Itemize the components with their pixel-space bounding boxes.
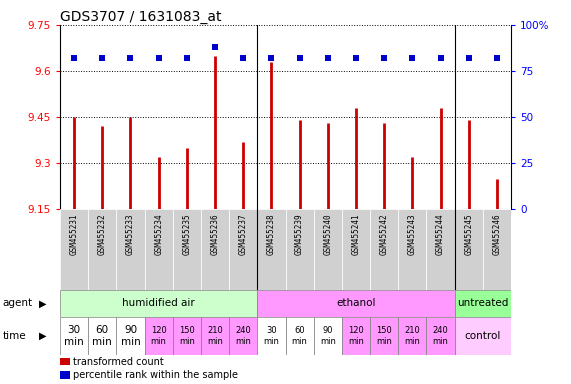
- Bar: [60, 317, 88, 355]
- Text: GSM455243: GSM455243: [408, 214, 417, 255]
- Text: percentile rank within the sample: percentile rank within the sample: [74, 370, 239, 380]
- Text: GDS3707 / 1631083_at: GDS3707 / 1631083_at: [60, 10, 222, 24]
- Bar: [313, 317, 342, 355]
- Text: GSM455240: GSM455240: [323, 214, 332, 255]
- Bar: [286, 209, 313, 290]
- Text: 120
min: 120 min: [348, 326, 364, 346]
- Text: GSM455238: GSM455238: [267, 214, 276, 255]
- Bar: [116, 209, 144, 290]
- Text: 150
min: 150 min: [179, 326, 195, 346]
- Text: GSM455235: GSM455235: [182, 214, 191, 255]
- Text: transformed count: transformed count: [74, 357, 164, 367]
- Text: agent: agent: [3, 298, 33, 308]
- Text: GSM455233: GSM455233: [126, 214, 135, 255]
- Bar: [88, 209, 116, 290]
- Bar: [427, 317, 455, 355]
- Bar: [173, 317, 201, 355]
- Text: ▶: ▶: [39, 331, 46, 341]
- Bar: [342, 209, 370, 290]
- Bar: [455, 317, 511, 355]
- Bar: [483, 209, 511, 290]
- Text: time: time: [3, 331, 26, 341]
- Bar: [370, 209, 399, 290]
- Bar: [88, 317, 116, 355]
- Text: 150
min: 150 min: [376, 326, 392, 346]
- Text: untreated: untreated: [457, 298, 509, 308]
- Bar: [201, 317, 229, 355]
- Bar: [60, 209, 88, 290]
- Text: GSM455242: GSM455242: [380, 214, 389, 255]
- Bar: [370, 317, 399, 355]
- Text: GSM455236: GSM455236: [211, 214, 219, 255]
- Bar: [201, 209, 229, 290]
- Text: 30
min: 30 min: [263, 326, 279, 346]
- Text: 90
min: 90 min: [120, 325, 140, 347]
- Bar: [258, 209, 286, 290]
- Bar: [60, 371, 70, 379]
- Bar: [342, 317, 370, 355]
- Bar: [399, 209, 427, 290]
- Text: humidified air: humidified air: [122, 298, 195, 308]
- Text: GSM455232: GSM455232: [98, 214, 107, 255]
- Bar: [427, 209, 455, 290]
- Text: GSM455239: GSM455239: [295, 214, 304, 255]
- Bar: [229, 317, 258, 355]
- Text: 240
min: 240 min: [433, 326, 448, 346]
- Bar: [313, 209, 342, 290]
- Bar: [144, 317, 173, 355]
- Text: GSM455245: GSM455245: [464, 214, 473, 255]
- Text: 90
min: 90 min: [320, 326, 336, 346]
- Text: 60
min: 60 min: [292, 326, 308, 346]
- Text: GSM455234: GSM455234: [154, 214, 163, 255]
- Text: 210
min: 210 min: [207, 326, 223, 346]
- Bar: [173, 209, 201, 290]
- Bar: [116, 317, 144, 355]
- Text: GSM455244: GSM455244: [436, 214, 445, 255]
- Text: 120
min: 120 min: [151, 326, 167, 346]
- Bar: [60, 358, 70, 365]
- Text: control: control: [465, 331, 501, 341]
- Text: GSM455246: GSM455246: [492, 214, 501, 255]
- Text: 210
min: 210 min: [404, 326, 420, 346]
- Text: 60
min: 60 min: [93, 325, 112, 347]
- Bar: [258, 290, 455, 317]
- Text: GSM455231: GSM455231: [70, 214, 79, 255]
- Bar: [399, 317, 427, 355]
- Bar: [60, 290, 258, 317]
- Text: GSM455237: GSM455237: [239, 214, 248, 255]
- Text: ethanol: ethanol: [336, 298, 376, 308]
- Bar: [455, 209, 483, 290]
- Text: ▶: ▶: [39, 298, 46, 308]
- Bar: [455, 290, 511, 317]
- Bar: [144, 209, 173, 290]
- Text: 30
min: 30 min: [64, 325, 84, 347]
- Text: GSM455241: GSM455241: [352, 214, 360, 255]
- Bar: [258, 317, 286, 355]
- Bar: [286, 317, 313, 355]
- Bar: [229, 209, 258, 290]
- Text: 240
min: 240 min: [235, 326, 251, 346]
